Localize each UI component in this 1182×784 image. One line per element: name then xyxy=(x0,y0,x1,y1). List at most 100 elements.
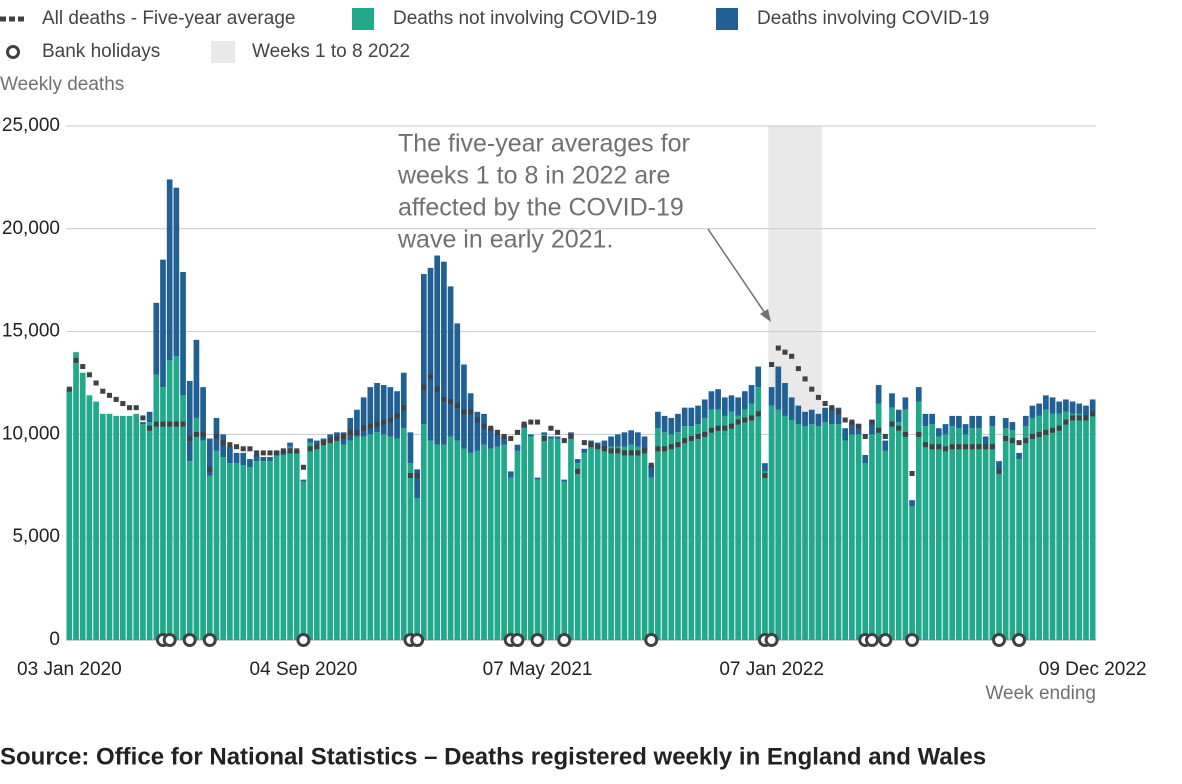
average-dash xyxy=(956,444,962,450)
bar xyxy=(929,413,935,425)
bar xyxy=(66,389,73,640)
bar xyxy=(956,415,962,429)
bar xyxy=(454,440,461,640)
average-dash xyxy=(153,421,159,427)
average-dash xyxy=(641,448,648,454)
average-dash xyxy=(969,444,975,450)
bank-holiday-marker xyxy=(905,633,920,647)
bar xyxy=(487,448,494,640)
bar xyxy=(875,385,882,404)
bar xyxy=(1089,411,1096,640)
bar xyxy=(969,428,976,640)
bar xyxy=(414,469,420,499)
annotation-arrow xyxy=(707,228,768,317)
average-dash xyxy=(207,466,213,472)
bar xyxy=(340,444,347,640)
bar xyxy=(976,415,982,429)
average-dash xyxy=(247,446,253,452)
bar xyxy=(882,440,889,451)
bar xyxy=(240,465,247,640)
y-tick-label: 10,000 xyxy=(2,423,60,444)
bar xyxy=(447,436,454,640)
average-dash xyxy=(106,392,113,398)
bar xyxy=(681,426,688,640)
bar xyxy=(206,438,213,476)
annotation-text: wave in early 2021. xyxy=(397,226,613,254)
bar xyxy=(106,413,113,640)
bar xyxy=(354,409,360,437)
average-dash xyxy=(180,421,186,427)
legend-label: Deaths not involving COVID-19 xyxy=(393,8,657,29)
average-dash xyxy=(802,376,808,382)
average-dash xyxy=(835,409,842,415)
bar xyxy=(434,444,441,640)
bar xyxy=(227,463,233,640)
bar xyxy=(554,436,561,439)
average-dash xyxy=(735,419,741,425)
bar xyxy=(895,409,902,423)
bar xyxy=(360,397,367,437)
bar xyxy=(982,444,989,640)
bar xyxy=(441,444,447,640)
average-dash xyxy=(167,421,173,427)
bar xyxy=(842,428,849,441)
legend-swatch xyxy=(352,8,374,30)
average-dash xyxy=(762,473,768,479)
bar xyxy=(307,442,313,640)
bar xyxy=(1002,428,1009,640)
annotation-text: The five-year averages for xyxy=(398,130,690,158)
average-dash xyxy=(942,446,949,452)
bar xyxy=(541,432,548,435)
bar xyxy=(180,395,186,640)
bar xyxy=(1022,426,1029,640)
bar xyxy=(788,420,795,640)
bar xyxy=(153,302,160,375)
bar xyxy=(815,413,822,427)
bar xyxy=(628,430,635,445)
average-dash xyxy=(688,436,694,442)
bar xyxy=(1069,401,1076,414)
bar xyxy=(1042,409,1049,640)
bar xyxy=(849,434,855,640)
bar xyxy=(273,454,280,640)
bar xyxy=(755,366,762,388)
bar xyxy=(387,387,394,437)
y-tick-label: 25,000 xyxy=(2,115,60,136)
bar xyxy=(287,442,293,447)
bar xyxy=(1083,405,1089,416)
average-dash xyxy=(334,436,340,442)
average-dash xyxy=(662,446,668,452)
average-dash xyxy=(889,421,895,427)
bar xyxy=(1029,405,1036,418)
bar xyxy=(675,413,681,433)
bar xyxy=(942,434,949,640)
bar xyxy=(775,409,782,640)
bar xyxy=(367,387,374,435)
bar xyxy=(313,440,320,445)
bar xyxy=(380,434,387,640)
bar xyxy=(728,395,735,412)
average-dash xyxy=(394,413,400,419)
bar xyxy=(501,444,507,640)
bar xyxy=(614,434,621,447)
average-dash xyxy=(374,421,380,427)
bar xyxy=(1016,459,1022,640)
bar xyxy=(775,366,782,410)
bar xyxy=(695,424,701,640)
bar xyxy=(742,391,748,410)
bar xyxy=(300,481,307,640)
bar xyxy=(481,413,487,445)
bar xyxy=(307,438,313,443)
average-dash xyxy=(668,444,674,450)
bar xyxy=(247,467,253,640)
average-dash xyxy=(267,450,273,456)
bar xyxy=(180,271,186,396)
bar xyxy=(721,397,728,416)
bar xyxy=(648,477,655,640)
average-dash xyxy=(1043,429,1049,435)
bar xyxy=(374,432,380,640)
bar xyxy=(1063,399,1069,412)
bar xyxy=(802,411,808,427)
average-dash xyxy=(80,364,86,370)
